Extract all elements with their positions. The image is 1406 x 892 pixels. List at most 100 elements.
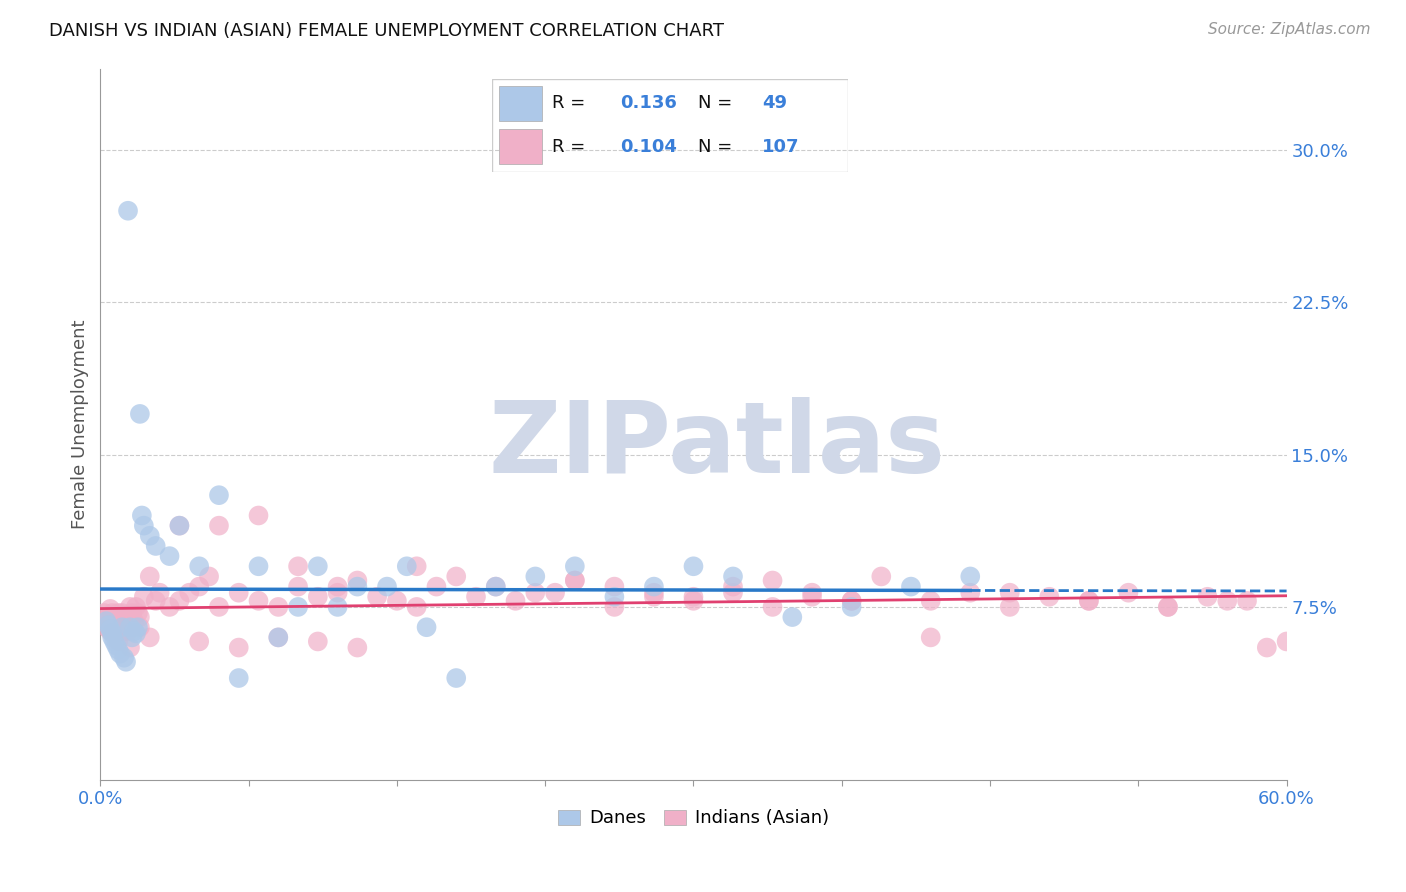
Point: [643, 580, 665, 594]
Point: [98, 602, 121, 616]
Point: [346, 574, 368, 588]
Point: [959, 569, 981, 583]
Point: [682, 559, 704, 574]
Point: [121, 631, 143, 645]
Point: [682, 590, 704, 604]
Point: [1197, 590, 1219, 604]
Point: [1077, 594, 1099, 608]
Point: [122, 624, 145, 639]
Point: [247, 508, 270, 523]
Point: [101, 614, 124, 628]
Point: [228, 585, 250, 599]
Point: [107, 634, 129, 648]
Point: [128, 407, 150, 421]
Point: [132, 518, 155, 533]
Point: [267, 631, 290, 645]
Point: [97, 610, 120, 624]
Point: [108, 610, 131, 624]
Point: [505, 594, 527, 608]
Point: [228, 640, 250, 655]
Point: [103, 620, 125, 634]
Point: [121, 606, 143, 620]
Point: [405, 559, 427, 574]
Point: [998, 599, 1021, 614]
Text: ZIPatlas: ZIPatlas: [489, 397, 946, 494]
Point: [485, 580, 508, 594]
Point: [139, 569, 162, 583]
Point: [841, 599, 863, 614]
Point: [643, 585, 665, 599]
Point: [98, 624, 121, 639]
Point: [959, 585, 981, 599]
Point: [287, 559, 309, 574]
Point: [998, 585, 1021, 599]
Point: [159, 599, 181, 614]
Point: [326, 599, 349, 614]
Point: [870, 569, 893, 583]
Point: [169, 518, 191, 533]
Text: Source: ZipAtlas.com: Source: ZipAtlas.com: [1208, 22, 1371, 37]
Point: [287, 599, 309, 614]
Point: [721, 569, 744, 583]
Point: [375, 580, 398, 594]
Point: [1157, 599, 1180, 614]
Point: [103, 634, 125, 648]
Point: [111, 606, 134, 620]
Point: [761, 599, 783, 614]
Point: [801, 590, 824, 604]
Point: [1118, 585, 1140, 599]
Point: [117, 624, 139, 639]
Point: [122, 614, 145, 628]
Text: DANISH VS INDIAN (ASIAN) FEMALE UNEMPLOYMENT CORRELATION CHART: DANISH VS INDIAN (ASIAN) FEMALE UNEMPLOY…: [49, 22, 724, 40]
Point: [603, 590, 626, 604]
Point: [287, 580, 309, 594]
Point: [920, 631, 942, 645]
Point: [1256, 640, 1278, 655]
Point: [97, 618, 120, 632]
Point: [112, 650, 135, 665]
Point: [326, 585, 349, 599]
Point: [267, 599, 290, 614]
Point: [643, 590, 665, 604]
Point: [107, 620, 129, 634]
Point: [97, 614, 120, 628]
Point: [125, 599, 148, 614]
Point: [465, 590, 488, 604]
Point: [188, 559, 211, 574]
Point: [101, 631, 124, 645]
Point: [107, 606, 129, 620]
Point: [307, 590, 329, 604]
Point: [405, 599, 427, 614]
Point: [118, 640, 141, 655]
Point: [117, 614, 139, 628]
Point: [115, 620, 138, 634]
Point: [105, 614, 128, 628]
Point: [159, 549, 181, 563]
Point: [107, 642, 129, 657]
Point: [603, 580, 626, 594]
Point: [118, 610, 141, 624]
Point: [132, 590, 155, 604]
Point: [267, 631, 290, 645]
Point: [198, 569, 221, 583]
Point: [169, 518, 191, 533]
Point: [112, 624, 135, 639]
Point: [425, 580, 447, 594]
Point: [564, 574, 586, 588]
Point: [721, 580, 744, 594]
Point: [96, 614, 118, 628]
Point: [564, 559, 586, 574]
Point: [247, 594, 270, 608]
Point: [125, 626, 148, 640]
Point: [385, 594, 408, 608]
Point: [544, 585, 567, 599]
Point: [169, 594, 191, 608]
Point: [127, 620, 149, 634]
Point: [920, 594, 942, 608]
Point: [111, 620, 134, 634]
Point: [326, 580, 349, 594]
Point: [564, 574, 586, 588]
Point: [395, 559, 418, 574]
Point: [121, 620, 143, 634]
Point: [101, 606, 124, 620]
